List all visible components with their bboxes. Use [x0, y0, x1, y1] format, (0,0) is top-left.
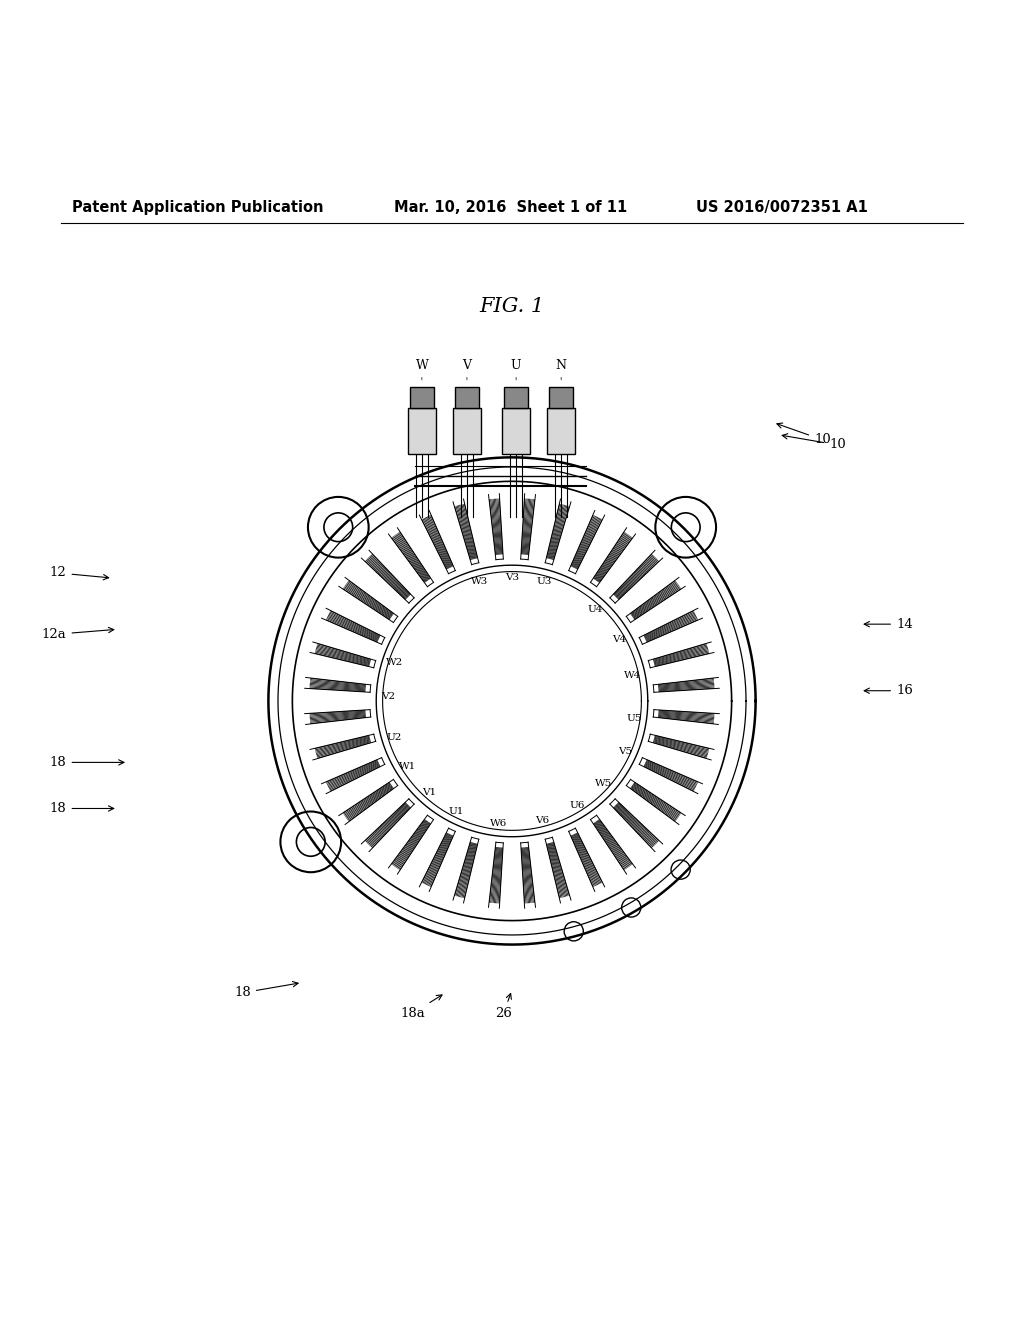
Text: 16: 16 [864, 684, 912, 697]
Bar [455, 387, 479, 408]
Text: W4: W4 [625, 671, 642, 680]
Bar [547, 408, 575, 454]
Circle shape [671, 861, 690, 879]
Text: U3: U3 [537, 577, 552, 586]
Text: 12: 12 [50, 566, 109, 579]
Text: 10: 10 [777, 422, 830, 446]
Text: FIG. 1: FIG. 1 [479, 297, 545, 317]
Text: N: N [556, 359, 566, 380]
Circle shape [296, 828, 326, 857]
Bar [410, 387, 434, 408]
Text: W: W [416, 359, 428, 380]
Circle shape [564, 921, 584, 941]
Text: V3: V3 [505, 573, 519, 582]
Text: V6: V6 [535, 817, 549, 825]
Text: 18: 18 [234, 982, 298, 999]
Bar [504, 387, 528, 408]
Text: W3: W3 [471, 577, 488, 586]
Text: V4: V4 [612, 635, 626, 644]
Text: W1: W1 [398, 762, 416, 771]
Text: 18a: 18a [400, 995, 442, 1020]
Text: V1: V1 [422, 788, 436, 797]
Text: Mar. 10, 2016  Sheet 1 of 11: Mar. 10, 2016 Sheet 1 of 11 [394, 199, 628, 215]
Text: U6: U6 [569, 801, 585, 810]
Bar [408, 408, 436, 454]
Text: U5: U5 [627, 714, 642, 722]
Bar [453, 408, 481, 454]
Text: US 2016/0072351 A1: US 2016/0072351 A1 [696, 199, 868, 215]
Text: 26: 26 [496, 994, 512, 1020]
Circle shape [622, 898, 641, 917]
Text: W5: W5 [595, 779, 612, 788]
Circle shape [324, 513, 352, 541]
Bar [502, 408, 530, 454]
Text: Patent Application Publication: Patent Application Publication [72, 199, 324, 215]
Bar [549, 387, 573, 408]
Text: U1: U1 [449, 807, 464, 816]
Text: W2: W2 [386, 659, 403, 667]
Text: 18: 18 [50, 803, 114, 814]
Text: V5: V5 [617, 747, 632, 756]
Text: 14: 14 [864, 618, 912, 631]
Text: U4: U4 [587, 605, 602, 614]
Text: V: V [463, 359, 471, 380]
Circle shape [672, 513, 700, 541]
Text: U2: U2 [386, 733, 401, 742]
Text: 10: 10 [782, 434, 846, 451]
Text: 12a: 12a [42, 627, 114, 642]
Text: U: U [511, 359, 521, 380]
Text: V2: V2 [381, 692, 395, 701]
Text: 18: 18 [50, 756, 124, 768]
Text: W6: W6 [490, 820, 508, 829]
